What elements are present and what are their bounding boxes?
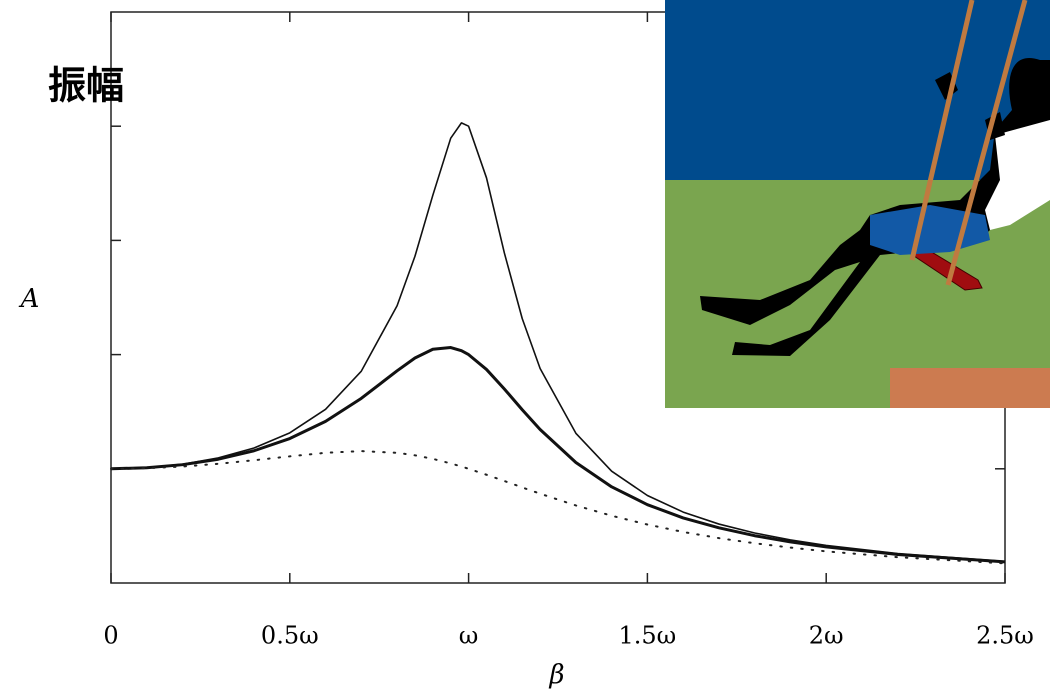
inset-illustration	[665, 0, 1050, 408]
shirt	[985, 120, 1050, 230]
curve	[110, 346, 1006, 564]
x-tick-label: 0.5ω	[261, 622, 319, 650]
swing-rope	[945, 0, 1028, 286]
swing-rope	[909, 0, 975, 261]
x-tick-label: 2.5ω	[976, 622, 1034, 650]
x-tick-label: ω	[459, 622, 479, 650]
x-axis-label: β	[548, 660, 564, 690]
ground	[890, 368, 1050, 408]
curve	[110, 122, 1006, 563]
x-tick-label: 0	[103, 622, 118, 650]
x-tick-label: 1.5ω	[619, 622, 677, 650]
y-axis-label: A	[19, 284, 40, 314]
person-silhouette	[700, 58, 1050, 356]
annotation: 振幅	[48, 64, 124, 108]
curve	[110, 450, 1006, 565]
x-tick-label: 2ω	[809, 622, 844, 650]
